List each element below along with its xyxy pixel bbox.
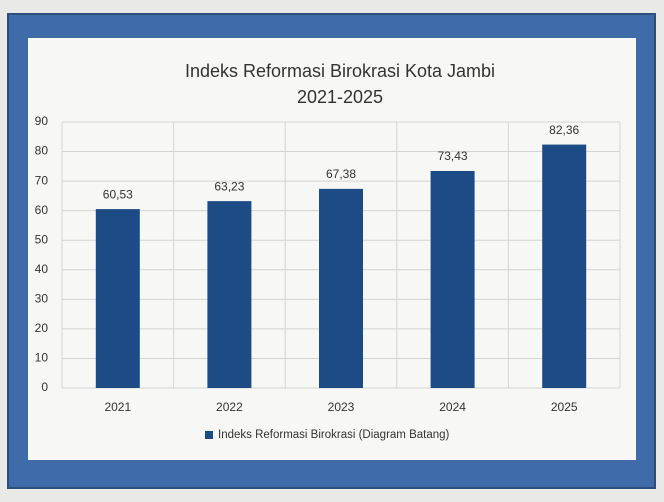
bar xyxy=(430,170,475,388)
y-tick-label: 20 xyxy=(35,321,49,335)
y-tick-label: 0 xyxy=(41,380,48,394)
y-tick-label: 50 xyxy=(35,232,49,246)
y-tick-label: 70 xyxy=(35,173,49,187)
value-label: 82,36 xyxy=(549,123,579,137)
chart-subtitle: 2021-2025 xyxy=(297,87,383,107)
bar xyxy=(207,201,252,388)
chart-title: Indeks Reformasi Birokrasi Kota Jambi xyxy=(185,61,495,81)
y-tick-label: 80 xyxy=(35,144,49,158)
legend-label: Indeks Reformasi Birokrasi (Diagram Bata… xyxy=(218,429,450,441)
x-tick-label: 2025 xyxy=(551,400,578,414)
x-tick-label: 2021 xyxy=(104,400,131,414)
bar xyxy=(319,188,363,388)
x-tick-label: 2023 xyxy=(328,400,355,414)
bar xyxy=(542,144,587,388)
value-label: 63,23 xyxy=(214,179,244,193)
x-tick-label: 2022 xyxy=(216,400,243,414)
value-label: 60,53 xyxy=(103,187,133,201)
value-label: 67,38 xyxy=(326,167,356,181)
x-tick-label: 2024 xyxy=(439,400,466,414)
legend-swatch xyxy=(205,431,213,439)
y-tick-label: 40 xyxy=(35,262,49,276)
bar xyxy=(95,209,140,388)
y-tick-label: 60 xyxy=(35,203,49,217)
y-tick-label: 10 xyxy=(35,351,49,365)
y-tick-label: 90 xyxy=(35,114,49,128)
value-label: 73,43 xyxy=(438,149,468,163)
y-tick-label: 30 xyxy=(35,292,49,306)
